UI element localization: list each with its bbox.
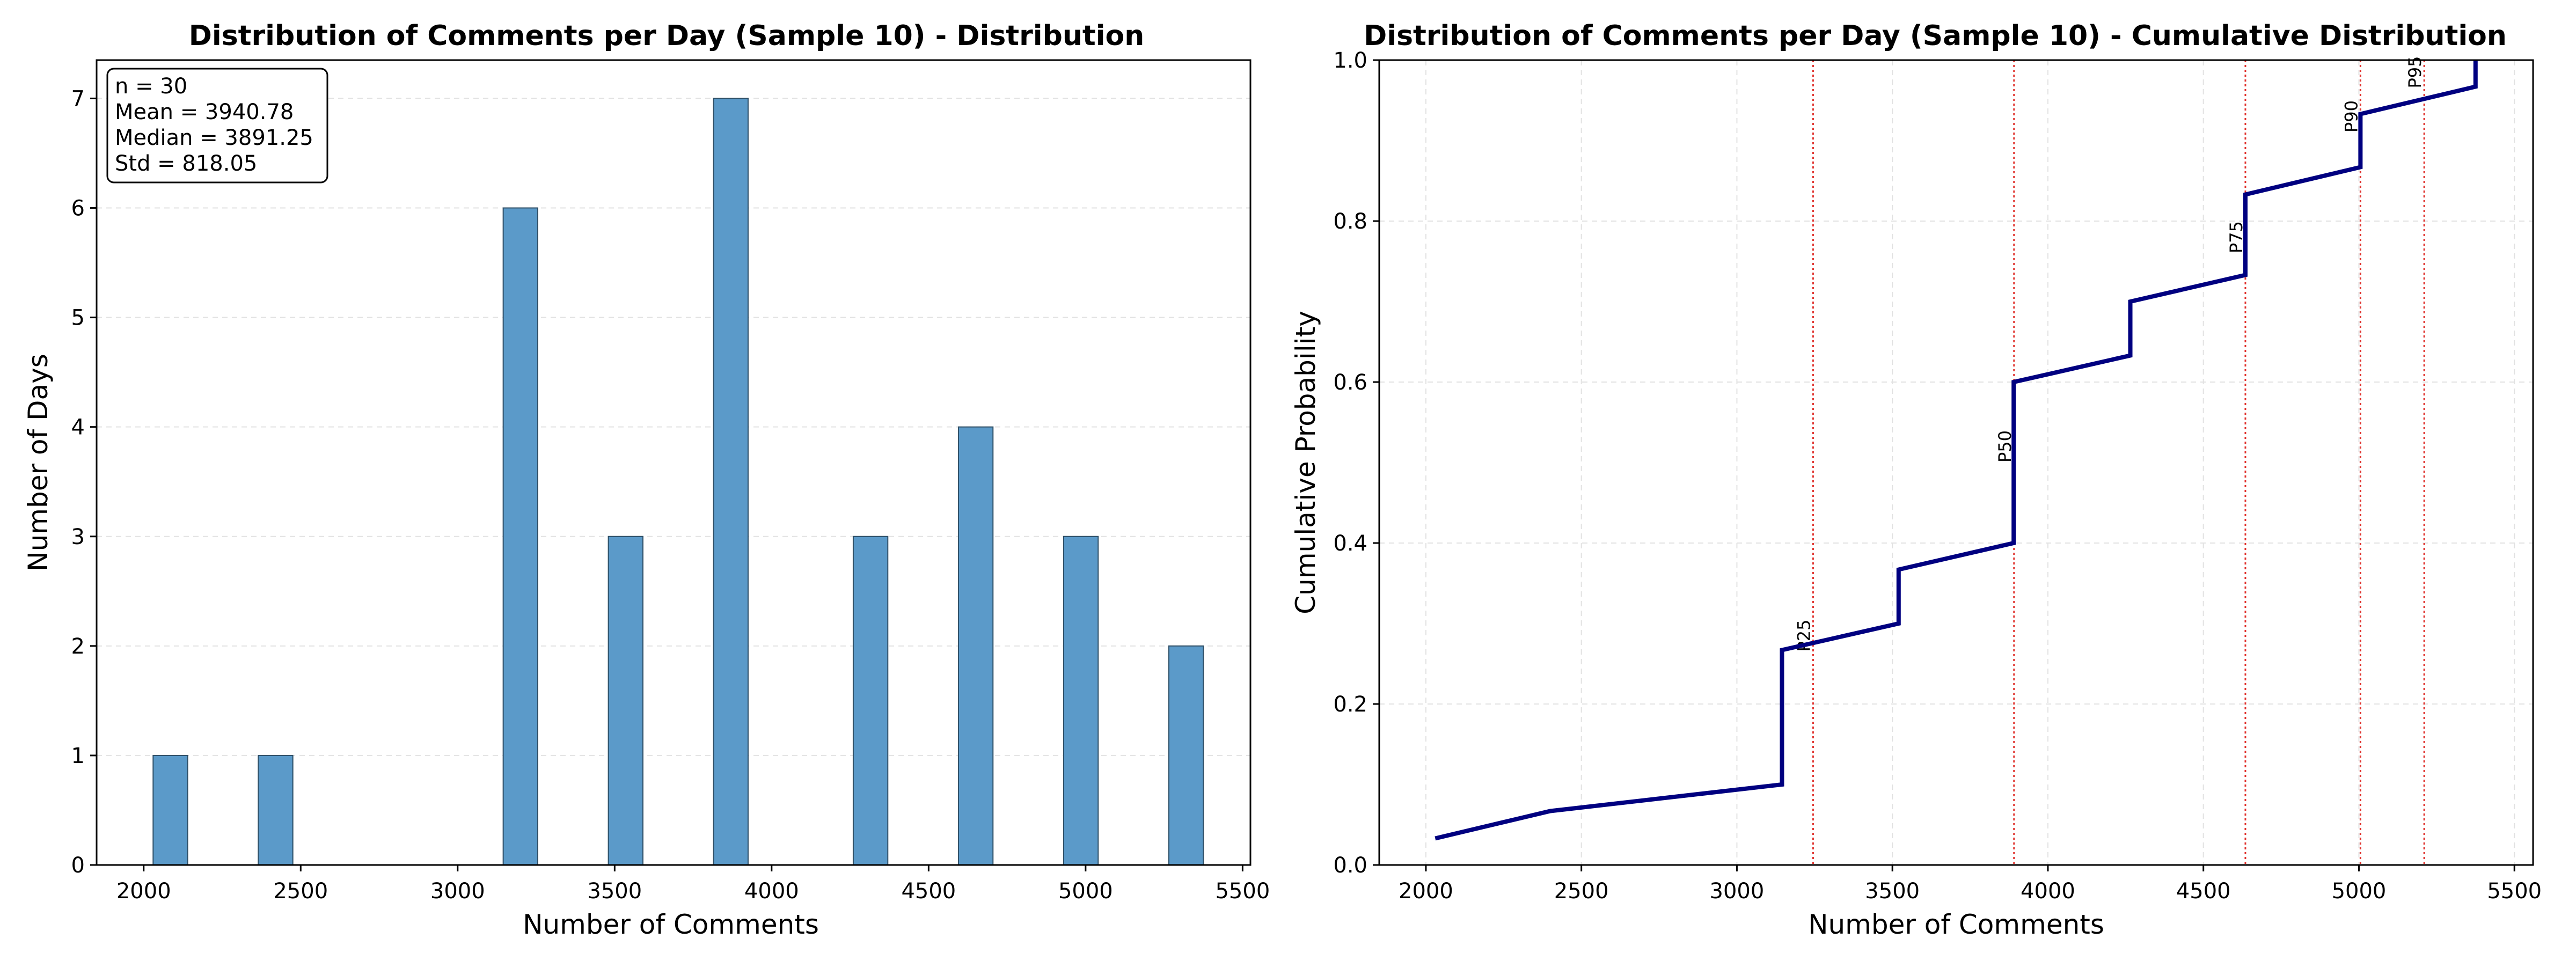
histogram-bar [1063, 536, 1099, 866]
histogram-y-ticks: 0 1 2 3 4 5 6 7 [71, 86, 97, 878]
histogram-y-axis-label: Number of Days [23, 354, 54, 571]
stat-mean: Mean = 3940.78 [115, 100, 294, 124]
histogram-x-axis-label: Number of Comments [523, 909, 819, 940]
stat-n: n = 30 [115, 74, 187, 99]
cdf-y-axis-label: Cumulative Probability [1290, 311, 1321, 614]
y-tick-label: 0.6 [1333, 370, 1367, 395]
histogram-bar [957, 426, 994, 866]
x-tick-label: 5000 [1058, 879, 1113, 904]
cdf-y-ticks: 0.0 0.2 0.4 0.6 0.8 1.0 [1333, 48, 1379, 878]
histogram-bar [713, 98, 749, 866]
histogram-bar [258, 754, 294, 866]
x-tick-label: 5500 [2487, 879, 2542, 904]
histogram-bars [152, 98, 1204, 866]
y-tick-label: 0 [71, 853, 85, 878]
y-tick-label: 0.2 [1333, 692, 1367, 717]
x-tick-label: 3500 [587, 879, 642, 904]
cdf-series-line [1435, 60, 2478, 841]
x-tick-label: 4500 [901, 879, 956, 904]
histogram-bar [152, 754, 188, 866]
x-tick-label: 3500 [1865, 879, 1920, 904]
y-tick-label: 6 [71, 196, 85, 221]
x-tick-label: 3000 [1710, 879, 1765, 904]
y-tick-label: 5 [71, 306, 85, 331]
y-tick-label: 7 [71, 86, 85, 111]
x-tick-label: 4000 [744, 879, 799, 904]
cdf-x-ticks: 2000 2500 3000 3500 4000 4500 5000 5500 [1399, 865, 2542, 904]
y-tick-label: 3 [71, 525, 85, 549]
cdf-x-axis-label: Number of Comments [1808, 909, 2104, 940]
histogram-bar [608, 536, 643, 866]
histogram-axes-frame [96, 59, 1252, 866]
y-tick-label: 1 [71, 744, 85, 768]
histogram-bar [1168, 645, 1204, 866]
x-tick-label: 2500 [1554, 879, 1609, 904]
y-tick-label: 1.0 [1333, 48, 1367, 73]
stat-std: Std = 818.05 [115, 151, 257, 176]
percentile-label: P90 [2341, 100, 2361, 133]
histogram-bar [852, 536, 889, 866]
y-tick-label: 2 [71, 634, 85, 659]
x-tick-label: 2000 [1399, 879, 1453, 904]
x-tick-label: 2000 [116, 879, 171, 904]
y-tick-label: 0.0 [1333, 853, 1367, 878]
stats-box: n = 30 Mean = 3940.78 Median = 3891.25 S… [106, 68, 328, 184]
cdf-title: Distribution of Comments per Day (Sample… [1364, 20, 2507, 52]
histogram-chart: Distribution of Comments per Day (Sample… [23, 20, 1270, 940]
x-tick-label: 2500 [273, 879, 328, 904]
histogram-grid [97, 98, 1250, 756]
percentile-label: P95 [2405, 56, 2425, 88]
x-tick-label: 4000 [2021, 879, 2075, 904]
x-tick-label: 5500 [1215, 879, 1270, 904]
y-tick-label: 0.4 [1333, 531, 1367, 556]
histogram-bar [502, 207, 538, 866]
y-tick-label: 0.8 [1333, 209, 1367, 234]
stat-median: Median = 3891.25 [115, 126, 313, 150]
x-tick-label: 5000 [2332, 879, 2387, 904]
cdf-chart: Distribution of Comments per Day (Sample… [1290, 20, 2542, 940]
x-tick-label: 4500 [2176, 879, 2231, 904]
y-tick-label: 4 [71, 415, 85, 440]
cdf-axes-frame [1378, 59, 2534, 866]
x-tick-label: 3000 [430, 879, 485, 904]
histogram-title: Distribution of Comments per Day (Sample… [189, 20, 1145, 52]
histogram-x-ticks: 2000 2500 3000 3500 4000 4500 5000 5500 [116, 865, 1270, 904]
percentile-label: P75 [2226, 221, 2246, 253]
